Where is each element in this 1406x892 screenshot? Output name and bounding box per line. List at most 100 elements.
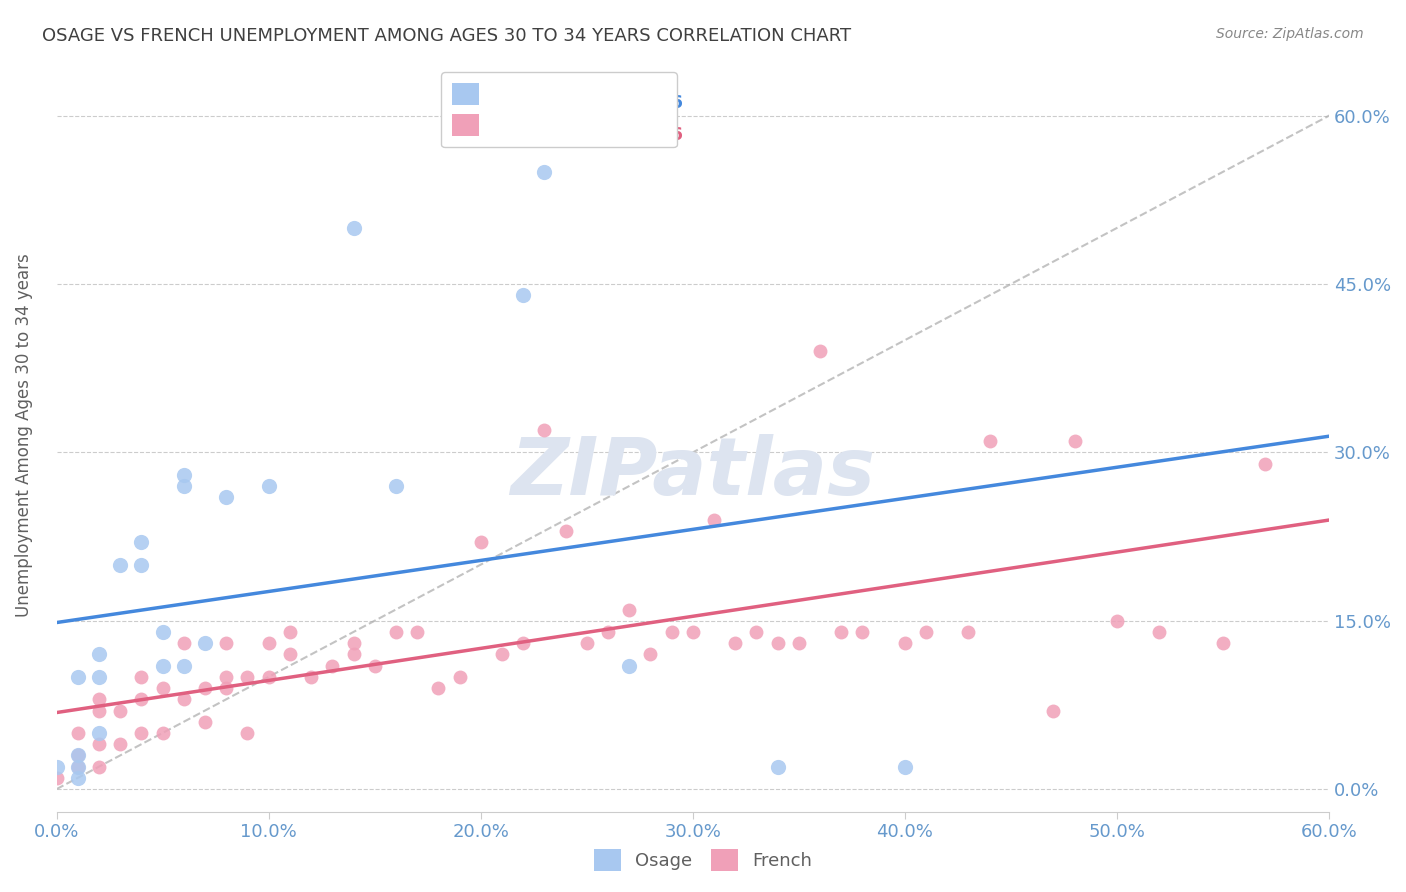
Point: [1105, 614, 1128, 628]
Point: [215, 670, 238, 684]
Legend:                               ,                               : ,: [441, 72, 676, 147]
Text: ZIPatlas: ZIPatlas: [510, 434, 876, 512]
Point: [131, 535, 153, 549]
Point: [66, 748, 89, 763]
Point: [173, 479, 195, 493]
Point: [173, 467, 195, 482]
Point: [766, 759, 789, 773]
Point: [533, 165, 555, 179]
Point: [131, 726, 153, 740]
Point: [131, 558, 153, 572]
Point: [173, 636, 195, 650]
Point: [110, 558, 132, 572]
Text: Source: ZipAtlas.com: Source: ZipAtlas.com: [1216, 27, 1364, 41]
Point: [215, 681, 238, 695]
Point: [470, 535, 492, 549]
Text: 66: 66: [658, 126, 683, 144]
Point: [173, 692, 195, 706]
Point: [66, 670, 89, 684]
Point: [364, 658, 387, 673]
Text: 0.619: 0.619: [531, 95, 588, 112]
Point: [131, 692, 153, 706]
Point: [194, 714, 217, 729]
Point: [87, 648, 110, 662]
Point: [66, 726, 89, 740]
Text: 26: 26: [658, 95, 683, 112]
Point: [512, 288, 534, 302]
Point: [87, 759, 110, 773]
Point: [278, 624, 301, 639]
Point: [682, 624, 704, 639]
Point: [342, 221, 364, 235]
Point: [299, 670, 322, 684]
Point: [152, 681, 174, 695]
Point: [808, 344, 831, 359]
Point: [533, 423, 555, 437]
Point: [957, 624, 980, 639]
Point: [110, 737, 132, 751]
Point: [173, 658, 195, 673]
Point: [152, 658, 174, 673]
Point: [321, 658, 343, 673]
Point: [915, 624, 938, 639]
Point: [596, 624, 619, 639]
Point: [1149, 624, 1171, 639]
Point: [342, 636, 364, 650]
Point: [87, 737, 110, 751]
Point: [194, 681, 217, 695]
Point: [1042, 704, 1064, 718]
Point: [385, 479, 408, 493]
Point: [236, 670, 259, 684]
Point: [894, 636, 917, 650]
Point: [766, 636, 789, 650]
Point: [87, 726, 110, 740]
Point: [787, 636, 810, 650]
Point: [45, 759, 67, 773]
Point: [1063, 434, 1085, 449]
Point: [215, 490, 238, 504]
Text: N =: N =: [591, 95, 643, 112]
Point: [152, 624, 174, 639]
Point: [575, 636, 598, 650]
Point: [640, 648, 662, 662]
Point: [87, 704, 110, 718]
Point: [745, 624, 768, 639]
Point: [194, 636, 217, 650]
Point: [257, 636, 280, 650]
Point: [703, 513, 725, 527]
Point: [385, 624, 408, 639]
Point: [512, 636, 534, 650]
Legend: Osage, French: Osage, French: [586, 842, 820, 879]
Y-axis label: Unemployment Among Ages 30 to 34 years: Unemployment Among Ages 30 to 34 years: [15, 253, 32, 617]
Point: [215, 636, 238, 650]
Point: [257, 670, 280, 684]
Point: [851, 624, 873, 639]
Point: [406, 624, 429, 639]
Point: [979, 434, 1001, 449]
Point: [236, 726, 259, 740]
Text: N =: N =: [591, 126, 643, 144]
Point: [427, 681, 450, 695]
Point: [278, 648, 301, 662]
Point: [1212, 636, 1234, 650]
Point: [894, 759, 917, 773]
Point: [257, 479, 280, 493]
Text: R =: R =: [470, 126, 509, 144]
Text: 0.569: 0.569: [531, 126, 588, 144]
Point: [66, 759, 89, 773]
Point: [449, 670, 471, 684]
Point: [619, 602, 641, 616]
Point: [87, 670, 110, 684]
Point: [830, 624, 852, 639]
Point: [66, 771, 89, 785]
Point: [152, 726, 174, 740]
Text: R =: R =: [470, 95, 509, 112]
Point: [45, 771, 67, 785]
Text: OSAGE VS FRENCH UNEMPLOYMENT AMONG AGES 30 TO 34 YEARS CORRELATION CHART: OSAGE VS FRENCH UNEMPLOYMENT AMONG AGES …: [42, 27, 851, 45]
Point: [1254, 457, 1277, 471]
Point: [131, 670, 153, 684]
Point: [66, 759, 89, 773]
Point: [554, 524, 576, 538]
Point: [661, 624, 683, 639]
Point: [87, 692, 110, 706]
